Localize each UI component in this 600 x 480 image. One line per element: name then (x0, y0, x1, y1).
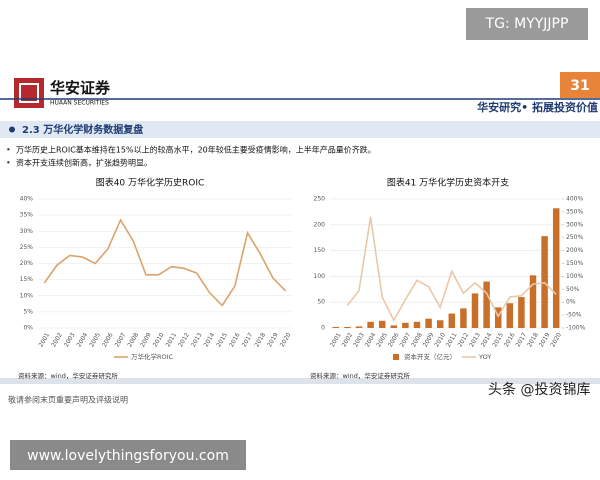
bar (402, 322, 409, 328)
chart-title: 图表40 万华化学历史ROIC (96, 177, 205, 189)
bar (378, 320, 386, 328)
legend-label: 万华化学ROIC (131, 352, 174, 361)
y2-tick-label: 0% (566, 299, 576, 306)
bar (483, 281, 490, 328)
bar (355, 326, 363, 328)
y-tick-label: 40% (20, 196, 34, 203)
legend-swatch (393, 354, 399, 360)
bar (332, 326, 340, 328)
legend-label: YOY (478, 353, 491, 361)
line (346, 216, 557, 322)
overlay-text: 头条 @投资锦库 (488, 381, 590, 398)
logo-mark (14, 78, 44, 108)
legend-label: 资本开支（亿元） (404, 352, 456, 361)
y-tick-label: 10% (20, 292, 34, 299)
website: www.lovelythingsforyou.com (27, 448, 229, 464)
website-box (10, 440, 246, 470)
y-tick-label: 50 (317, 299, 325, 306)
line (43, 218, 287, 307)
y2-tick-label: -50% (566, 312, 582, 319)
y2-tick-label: 250% (566, 234, 583, 241)
bar (448, 313, 456, 328)
bullet-text: 万华历史上ROIC基本维持在15%以上的较高水平，20年较低主要受疫情影响，上半… (16, 145, 376, 155)
disclaimer: 敬请参阅末页重要声明及评级说明 (8, 395, 128, 405)
section-title: 2.3 万华化学财务数据复盘 (22, 123, 143, 136)
bar (390, 325, 398, 328)
page-number: 31 (570, 78, 589, 94)
bar (425, 318, 432, 328)
y2-tick-label: -100% (566, 325, 586, 332)
tg-text: TG: MYYJJPP (485, 16, 569, 32)
tg-box (466, 8, 588, 40)
y2-tick-label: 100% (566, 273, 583, 280)
y-tick-label: 35% (20, 212, 34, 219)
source-note: 资料来源：wind，华安证券研究所 (310, 371, 410, 380)
y2-tick-label: 200% (566, 247, 583, 254)
bar (471, 293, 479, 328)
section-bar (0, 121, 600, 138)
chart-title: 图表41 万华化学历史资本开支 (387, 177, 509, 189)
bar (518, 297, 525, 328)
bar (367, 321, 374, 328)
logo-en: HUAAN SECURITIES (50, 100, 109, 107)
logo-cn: 华安证券 (50, 79, 111, 97)
y-tick-label: 30% (20, 228, 34, 235)
y-tick-label: 15% (20, 276, 34, 283)
y2-tick-label: 350% (566, 208, 583, 215)
y-tick-label: 5% (23, 308, 33, 315)
y-tick-label: 0 (321, 325, 325, 332)
y-tick-label: 25% (20, 244, 34, 251)
bar (552, 208, 560, 328)
bar (460, 308, 467, 328)
bar (413, 321, 421, 328)
footer-rule (0, 378, 600, 384)
bar (344, 326, 351, 328)
bar (506, 303, 514, 328)
bullet-mark: • (6, 159, 11, 168)
source-note: 资料来源：wind，华安证券研究所 (18, 371, 118, 380)
bar (529, 275, 537, 328)
y-tick-label: 20% (20, 260, 34, 267)
y2-tick-label: 300% (566, 221, 583, 228)
page-number-box (560, 72, 600, 98)
y-tick-label: 0% (23, 325, 33, 332)
y-tick-label: 150 (314, 247, 326, 254)
section-dot (9, 126, 15, 133)
bar (436, 320, 444, 328)
y-tick-label: 250 (314, 196, 326, 203)
bullet-text: 资本开支连续创新高，扩张趋势明显。 (16, 158, 152, 168)
slogan: 华安研究• 拓展投资价值 (477, 100, 598, 114)
y2-tick-label: 50% (566, 286, 580, 293)
y-tick-label: 100 (314, 273, 326, 280)
y-tick-label: 200 (314, 221, 326, 228)
bullet-mark: • (6, 146, 11, 155)
y2-tick-label: 400% (566, 196, 583, 203)
logo-inner (19, 83, 39, 103)
y2-tick-label: 150% (566, 260, 583, 267)
